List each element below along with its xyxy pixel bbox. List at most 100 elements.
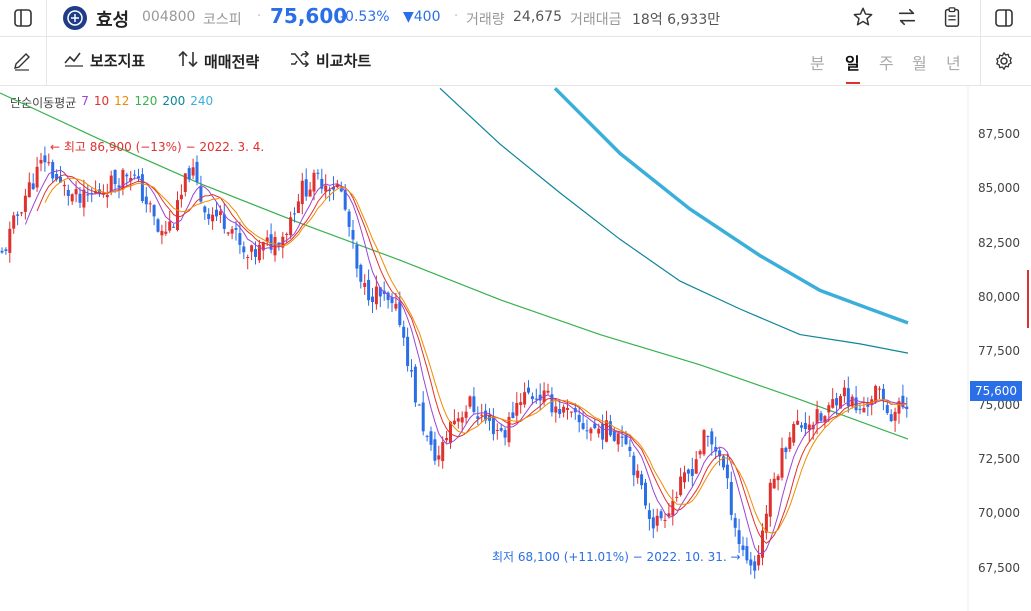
candle-body (741, 545, 745, 550)
candle-body (601, 423, 605, 440)
candle-body (675, 496, 679, 498)
trading-strategy-button[interactable]: 매매전략 (178, 50, 259, 72)
settings-gear-icon[interactable] (993, 50, 1015, 72)
candle-body (265, 237, 269, 242)
candle-body (464, 411, 468, 418)
candle-body (339, 188, 343, 192)
candle-body (733, 517, 737, 528)
candle-body (612, 431, 616, 441)
candle-body (12, 215, 16, 229)
candle-body (593, 423, 597, 429)
candle-body (722, 456, 725, 468)
candle-body (577, 415, 581, 423)
candle-body (819, 413, 823, 421)
candle-body (776, 476, 780, 481)
candle-body (768, 482, 772, 517)
candle-body (534, 398, 538, 400)
candle-body (195, 161, 199, 182)
candle-body (160, 230, 164, 236)
ma-240-line (553, 87, 909, 325)
sidebar-toggle-icon[interactable] (12, 7, 34, 29)
separator-dot: · (454, 9, 459, 24)
candle-body (874, 385, 878, 403)
candle-body (0, 250, 4, 253)
candle-body (51, 162, 55, 179)
candle-body (86, 194, 90, 196)
candle-body (90, 193, 94, 195)
y-tick: 67,500 (978, 561, 1020, 575)
candle-body (690, 469, 694, 476)
candle-body (725, 464, 729, 479)
candle-body (238, 233, 242, 245)
candle-body (109, 175, 113, 191)
ma-10: 10 (93, 94, 110, 108)
candle-body (558, 409, 562, 414)
pencil-icon[interactable] (11, 50, 33, 72)
candle-body (70, 194, 74, 202)
candle-body (168, 221, 172, 231)
candle-body (831, 399, 835, 408)
period-minute[interactable]: 분 (810, 54, 825, 73)
candle-body (8, 228, 12, 253)
candle-body (332, 187, 335, 190)
indicators-button[interactable]: 보조지표 (64, 50, 145, 71)
candle-body (659, 511, 663, 519)
candle-body (316, 172, 320, 174)
candle-body (35, 166, 39, 188)
candle-body (702, 430, 706, 455)
compare-chart-button[interactable]: 비교차트 (290, 49, 371, 71)
y-tick: 72,500 (978, 452, 1020, 466)
period-year[interactable]: 년 (946, 54, 961, 73)
candle-body (511, 412, 515, 418)
candle-body (803, 423, 807, 429)
candle-body (386, 292, 390, 301)
period-day[interactable]: 일 (845, 54, 860, 73)
candle-body (117, 185, 121, 188)
candle-body (4, 249, 8, 251)
y-tick: 80,000 (978, 290, 1020, 304)
candle-body (757, 554, 761, 566)
candle-body (885, 405, 889, 413)
candle-body (74, 189, 78, 195)
candle-body (686, 469, 690, 474)
candle-body (429, 431, 433, 445)
candle-body (523, 392, 527, 405)
candle-body (714, 446, 718, 452)
candle-body (363, 283, 367, 287)
candle-body (16, 214, 20, 216)
candle-body (640, 474, 644, 486)
candle-body (636, 470, 640, 478)
scroll-marker[interactable] (1027, 270, 1029, 328)
candle-body (655, 515, 659, 526)
period-month[interactable]: 월 (912, 54, 927, 73)
candle-body (729, 482, 733, 515)
favorite-star-icon[interactable] (851, 5, 875, 29)
candle-body (503, 430, 507, 438)
candle-body (144, 196, 148, 205)
candle-body (371, 296, 374, 302)
candle-body (647, 510, 651, 519)
candle-body (324, 185, 328, 192)
side-panel-icon[interactable] (993, 7, 1015, 29)
ma-200: 200 (162, 94, 186, 108)
candle-body (137, 176, 140, 178)
period-week[interactable]: 주 (879, 54, 894, 73)
ma-240: 240 (190, 94, 214, 108)
candle-body (667, 513, 671, 517)
candle-body (651, 517, 655, 529)
candle-body (43, 155, 47, 163)
candle-body (183, 173, 187, 192)
candle-body (62, 184, 66, 187)
price-chart[interactable] (0, 86, 1031, 611)
chart-toolbar (0, 37, 1031, 86)
switch-arrows-icon[interactable] (895, 5, 919, 29)
candle-body (499, 428, 503, 431)
candle-body (507, 416, 511, 443)
candle-body (823, 416, 827, 423)
stock-logo-icon (61, 4, 88, 31)
candle-body (683, 472, 686, 483)
y-tick: 85,000 (978, 181, 1020, 195)
candle-body (585, 430, 589, 432)
clipboard-icon[interactable] (940, 5, 964, 29)
candle-body (589, 428, 593, 434)
